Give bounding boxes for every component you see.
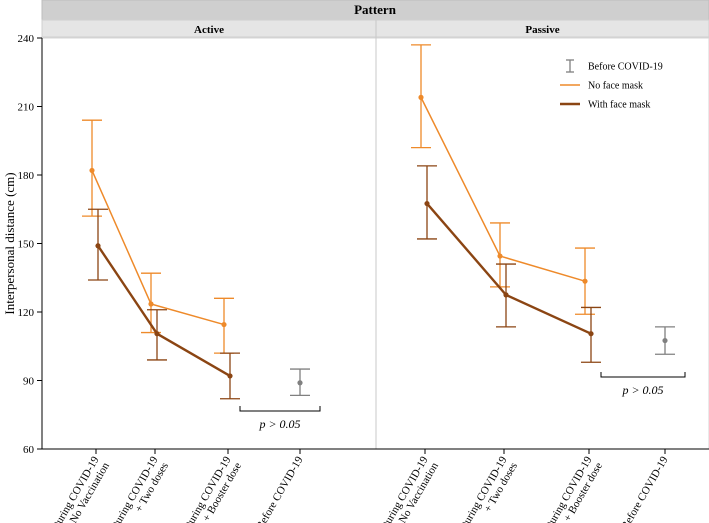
facet-label: Passive (525, 24, 559, 36)
x-tick-label: During COVID-19+ No Vaccination (378, 454, 441, 523)
x-tick-label: During COVID-19+ Two doses (108, 454, 171, 523)
before-point (662, 337, 668, 344)
y-tick-label: 240 (18, 33, 35, 45)
with_mask-point (154, 331, 160, 337)
with_mask-point (424, 200, 430, 207)
x-tick-label: During COVID-19+ Two doses (457, 454, 520, 523)
no_mask-point (418, 94, 424, 100)
x-tick-label: During COVID-19+ Booster dose (542, 454, 605, 523)
legend-label: No face mask (588, 81, 643, 92)
no_mask-point (148, 301, 154, 307)
x-tick-label: Before COVID-19 (254, 454, 306, 523)
y-tick-label: 180 (18, 170, 35, 182)
no_mask-point (582, 278, 588, 284)
significance-bracket (239, 406, 321, 412)
y-tick-label: 60 (23, 444, 35, 456)
with_mask-point (227, 373, 233, 379)
y-tick-label: 120 (18, 307, 35, 319)
legend-label: With face mask (588, 100, 650, 111)
with_mask-point (503, 292, 509, 298)
no_mask-point (497, 253, 503, 259)
chart-title: Pattern (354, 2, 397, 17)
with_mask-point (95, 243, 101, 249)
legend-item-no_mask: No face mask (560, 81, 643, 92)
legend-label: Before COVID-19 (588, 62, 663, 73)
before-point (297, 380, 303, 386)
significance-label: p > 0.05 (258, 417, 300, 431)
x-tick-label-line: Before COVID-19 (254, 454, 306, 523)
legend-item-before: Before COVID-19 (566, 59, 663, 73)
significance-label: p > 0.05 (621, 383, 663, 397)
no_mask-point (221, 321, 227, 328)
x-tick-label-line: Before COVID-19 (619, 454, 671, 523)
no_mask-point (89, 167, 95, 174)
y-tick-label: 210 (18, 102, 35, 114)
y-axis-title: Interpersonal distance (cm) (2, 172, 17, 314)
x-tick-label: During COVID-19+ No Vaccination (49, 454, 112, 523)
x-tick-label: Before COVID-19 (619, 454, 671, 523)
x-tick-label: During COVID-19+ Booster dose (181, 454, 244, 523)
with_mask-point (588, 331, 594, 337)
significance-bracket (600, 372, 686, 378)
facet-label: Active (194, 24, 224, 36)
y-tick-label: 150 (18, 239, 35, 251)
panel-area (41, 37, 377, 450)
legend-item-with_mask: With face mask (560, 100, 650, 111)
y-tick-label: 90 (23, 376, 35, 388)
